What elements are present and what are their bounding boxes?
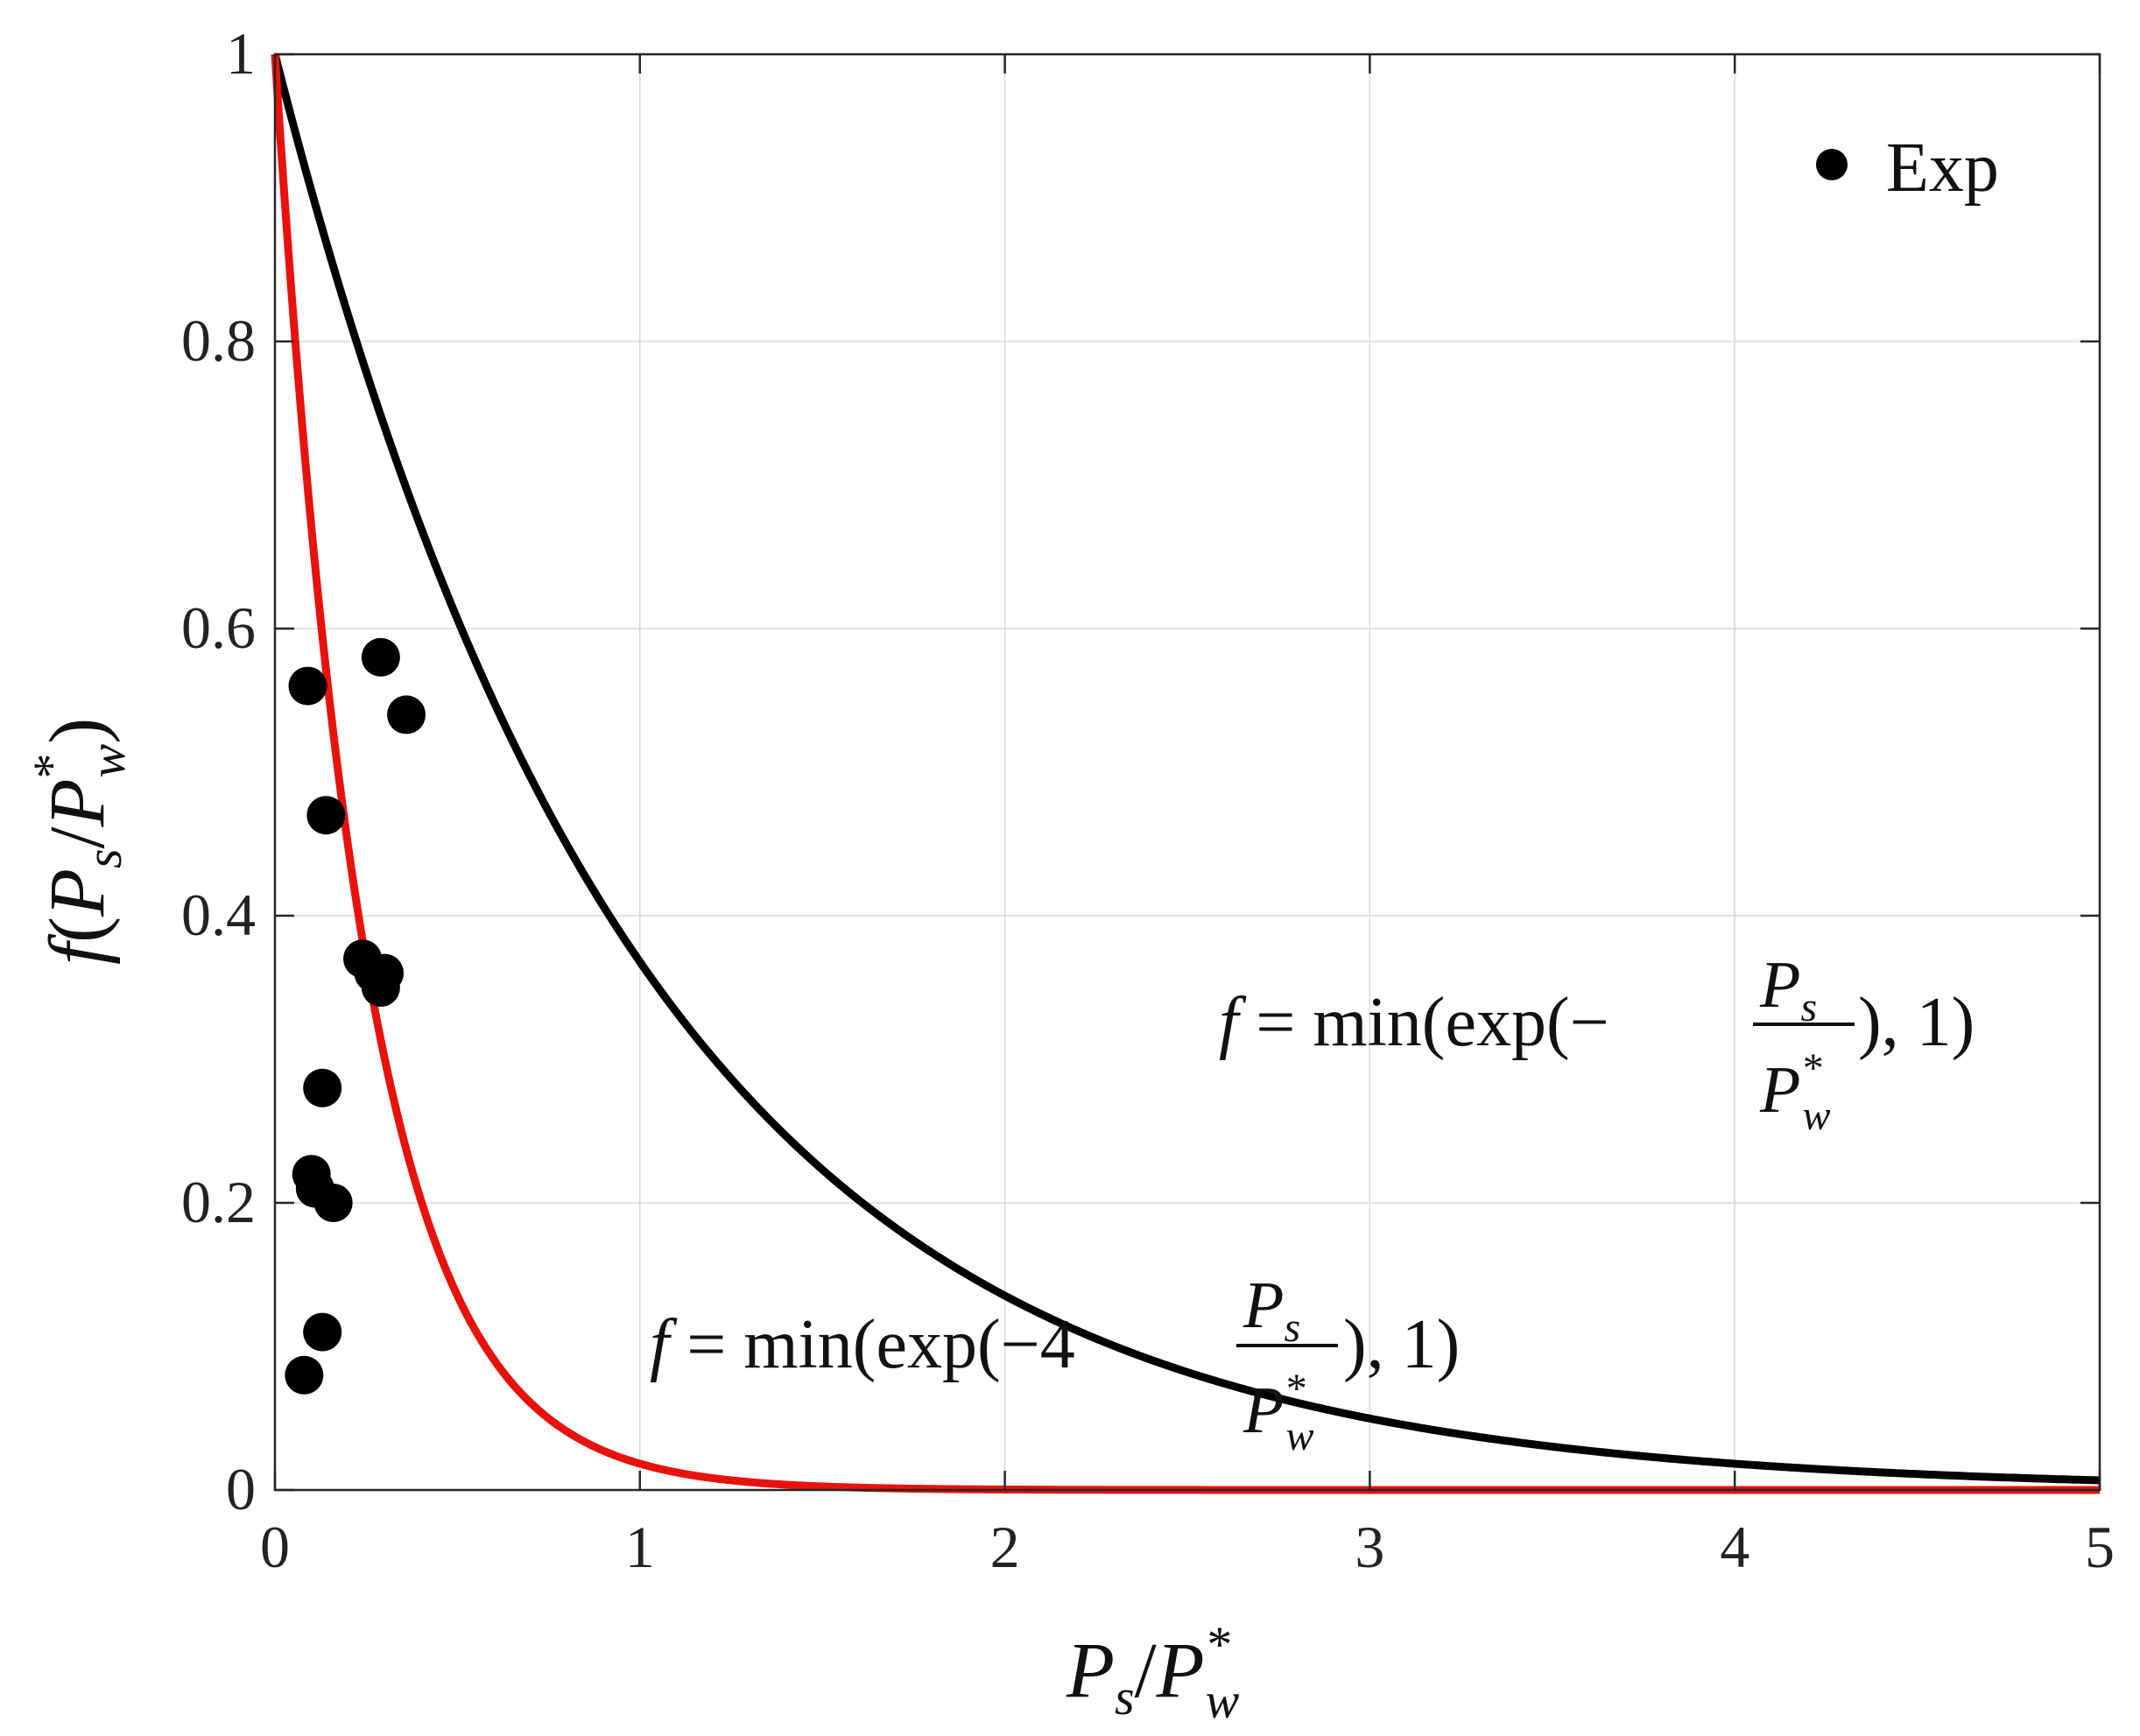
x-tick-label: 4 xyxy=(1720,1514,1749,1580)
exp-points xyxy=(285,637,426,1395)
svg-text:), 1): ), 1) xyxy=(1343,1306,1460,1383)
svg-text:P*w: P* w xyxy=(1759,1045,1830,1139)
curve-black xyxy=(271,53,2101,1485)
svg-text:), 1): ), 1) xyxy=(1858,984,1975,1061)
svg-text:Ps/P*w: Ps/P* w xyxy=(1066,1616,1240,1729)
svg-text:f(Ps/P*w): f(Ps/P*w) xyxy=(23,718,136,965)
exp-point xyxy=(303,1068,342,1107)
svg-text:P*w: P* w xyxy=(1242,1366,1313,1459)
svg-text:f = min(exp(−4: f = min(exp(−4 xyxy=(650,1306,1075,1383)
grid xyxy=(275,54,2100,1490)
y-tick-label: 0 xyxy=(226,1456,256,1522)
exp-point xyxy=(285,1355,324,1395)
plot-frame xyxy=(273,53,2101,1492)
x-axis-label: Ps/P* w xyxy=(1066,1616,1240,1729)
exp-point xyxy=(306,796,346,835)
exp-point xyxy=(313,1184,353,1222)
legend-marker-exp xyxy=(1816,149,1848,180)
svg-text:Ps: Ps xyxy=(1242,1269,1300,1351)
x-tick-label: 0 xyxy=(260,1514,290,1580)
y-tick-label: 0.4 xyxy=(181,882,256,948)
exp-point xyxy=(365,953,405,993)
x-tick-label: 3 xyxy=(1355,1514,1384,1580)
plot-background xyxy=(275,54,2100,1490)
svg-text:f = min(exp(−: f = min(exp(− xyxy=(1219,984,1609,1061)
exp-point xyxy=(387,695,426,734)
y-tick-label: 0.2 xyxy=(181,1169,256,1235)
y-tick-label: 1 xyxy=(226,20,256,87)
y-axis-label: f(Ps/P*w) xyxy=(23,718,136,965)
x-tick-label: 1 xyxy=(625,1514,655,1580)
legend: Exp xyxy=(1816,130,1999,207)
ticks xyxy=(273,53,2101,1492)
exp-point xyxy=(288,666,327,706)
exp-point xyxy=(303,1312,342,1352)
annotation-black-curve: f = min(exp(− Ps P* w ), 1) xyxy=(1219,948,1975,1139)
x-tick-label: 2 xyxy=(990,1514,1020,1580)
exp-point xyxy=(361,637,400,677)
x-tick-label: 5 xyxy=(2085,1514,2115,1580)
tick-labels: 0 1 2 3 4 5 0 0.2 0.4 0.6 0.8 1 xyxy=(181,20,2115,1580)
y-tick-label: 0.6 xyxy=(181,594,256,661)
annotation-red-curve: f = min(exp(−4 Ps P* w ), 1) xyxy=(650,1269,1460,1459)
y-tick-label: 0.8 xyxy=(181,307,256,374)
legend-label-exp: Exp xyxy=(1886,130,1999,207)
